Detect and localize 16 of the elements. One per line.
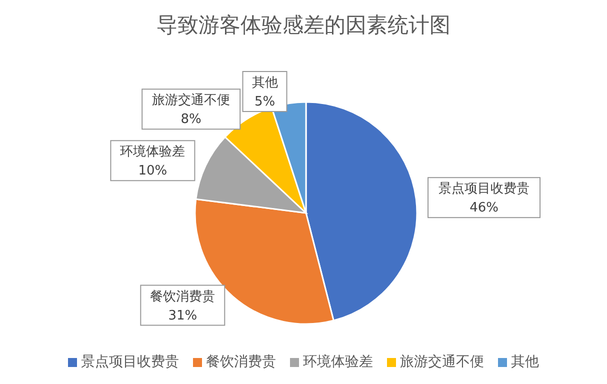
data-label: 31%: [168, 308, 198, 324]
slice-label: 景点项目收费贵: [438, 182, 530, 197]
data-label: 10%: [138, 164, 168, 179]
data-label: 46%: [470, 200, 498, 216]
slice-label: 其他: [252, 76, 278, 91]
slice-label: 旅游交通不便: [152, 92, 230, 108]
legend-label: 餐饮消费贵: [205, 353, 276, 371]
slice-label: 餐饮消费贵: [150, 289, 216, 304]
legend-label: 旅游交通不便: [399, 353, 484, 371]
legend-label: 其他: [510, 353, 539, 371]
slice-label: 环境体验差: [120, 144, 186, 160]
legend-label: 景点项目收费贵: [80, 353, 179, 371]
legend-label: 环境体验差: [302, 353, 373, 371]
chart-title: 导致游客体验感差的因素统计图: [156, 12, 452, 39]
data-label: 8%: [180, 112, 202, 128]
data-label: 5%: [254, 94, 276, 110]
